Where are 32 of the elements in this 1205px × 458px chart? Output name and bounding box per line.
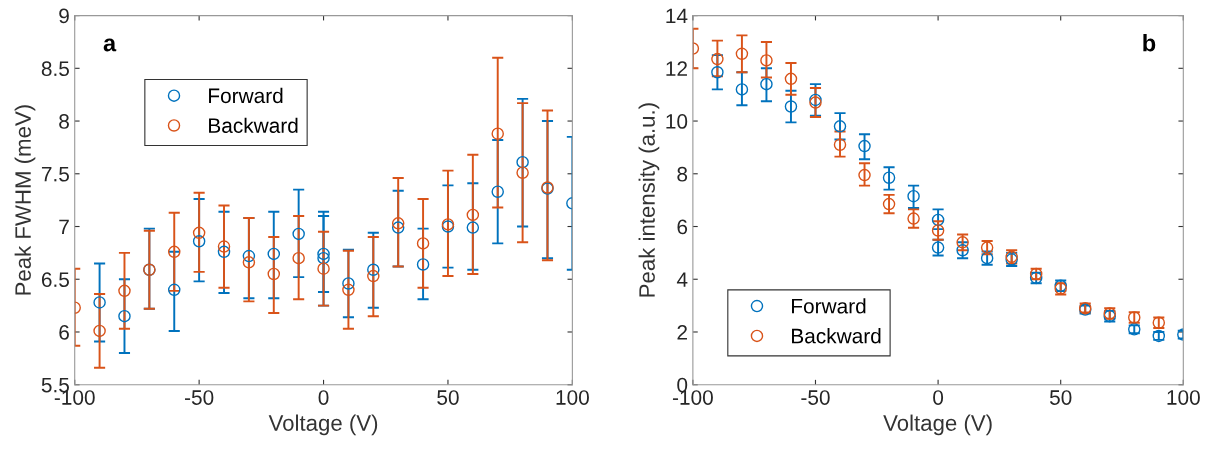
x-tick-label: 50 [1049,390,1072,405]
x-tick-label: -50 [801,390,830,405]
y-tick-label: 6 [59,324,69,340]
legend-label: Forward [792,298,866,314]
y-tick-label: 2 [677,324,687,340]
x-tick-label: -50 [185,390,214,405]
y-tick-label: 14 [666,8,688,24]
annotation: b [1143,34,1156,52]
x-tick-label: 50 [437,390,459,405]
x-axis-title: Voltage (V) [268,414,378,436]
y-tick-label: 4 [676,272,688,287]
y-tick-label: 8 [677,166,688,182]
y-tick-label: 10 [666,114,688,129]
x-tick-label: 100 [1167,390,1200,405]
y-tick-label: 12 [666,61,687,76]
y-tick-label: 8.5 [41,61,69,77]
x-tick-label: 0 [318,390,329,405]
x-tick-label: 100 [556,390,589,405]
y-tick-label: 8 [59,114,69,129]
x-axis-title: Voltage (V) [883,414,992,436]
annotation: a [103,38,117,52]
y-axis-title: Peak FWHM (meV) [14,105,36,295]
y-tick-label: 6.5 [41,272,69,287]
y-tick-label: 7 [59,219,69,235]
x-tick-label: 0 [933,390,944,405]
y-tick-label: 7.5 [41,166,69,182]
legend-label: Backward [209,117,298,133]
legend-label: Forward [209,87,283,104]
y-tick-label: 9 [59,8,69,24]
legend-label: Backward [792,328,881,344]
y-axis-title: Peak intensity (a.u.) [638,103,660,297]
y-tick-label: 6 [677,219,688,235]
